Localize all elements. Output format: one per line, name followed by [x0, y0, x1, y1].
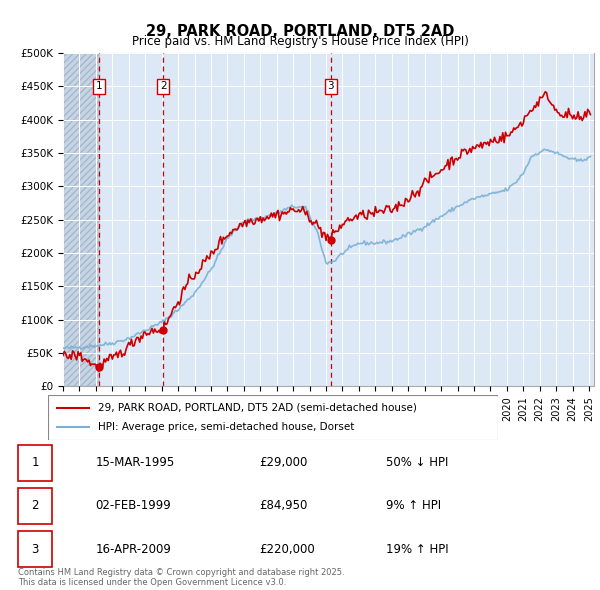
- Text: HPI: Average price, semi-detached house, Dorset: HPI: Average price, semi-detached house,…: [97, 422, 354, 432]
- Text: Contains HM Land Registry data © Crown copyright and database right 2025.
This d: Contains HM Land Registry data © Crown c…: [18, 568, 344, 587]
- Text: 29, PARK ROAD, PORTLAND, DT5 2AD: 29, PARK ROAD, PORTLAND, DT5 2AD: [146, 24, 454, 38]
- FancyBboxPatch shape: [18, 445, 52, 480]
- FancyBboxPatch shape: [18, 531, 52, 567]
- FancyBboxPatch shape: [18, 488, 52, 524]
- FancyBboxPatch shape: [48, 395, 498, 440]
- Text: 19% ↑ HPI: 19% ↑ HPI: [386, 543, 449, 556]
- Text: 3: 3: [328, 81, 334, 91]
- Text: £220,000: £220,000: [260, 543, 316, 556]
- Text: 1: 1: [96, 81, 103, 91]
- Text: 3: 3: [31, 543, 39, 556]
- Text: Price paid vs. HM Land Registry's House Price Index (HPI): Price paid vs. HM Land Registry's House …: [131, 35, 469, 48]
- Text: 2: 2: [31, 499, 39, 513]
- Text: 29, PARK ROAD, PORTLAND, DT5 2AD (semi-detached house): 29, PARK ROAD, PORTLAND, DT5 2AD (semi-d…: [97, 403, 416, 412]
- Text: £29,000: £29,000: [260, 456, 308, 469]
- Text: 50% ↓ HPI: 50% ↓ HPI: [386, 456, 449, 469]
- Text: 15-MAR-1995: 15-MAR-1995: [95, 456, 175, 469]
- Text: 02-FEB-1999: 02-FEB-1999: [95, 499, 171, 513]
- Text: 1: 1: [31, 456, 39, 469]
- Text: 2: 2: [160, 81, 166, 91]
- Text: £84,950: £84,950: [260, 499, 308, 513]
- Text: 16-APR-2009: 16-APR-2009: [95, 543, 172, 556]
- Text: 9% ↑ HPI: 9% ↑ HPI: [386, 499, 442, 513]
